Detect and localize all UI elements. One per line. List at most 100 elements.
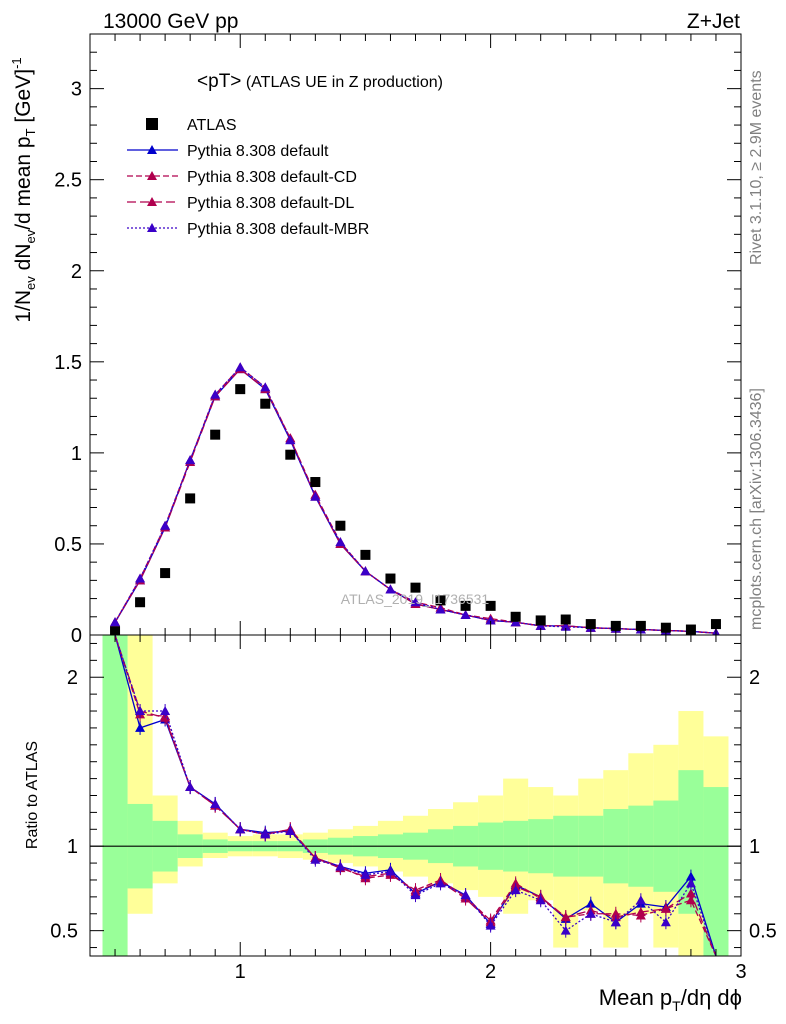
ratio-marker — [560, 925, 571, 935]
x-tick-label: 2 — [485, 961, 496, 983]
ratio-y-tick-label: 1 — [67, 836, 78, 858]
x-tick-label: 1 — [235, 961, 246, 983]
mcplots-info: mcplots.cern.ch [arXiv:1306.3436] — [748, 388, 765, 630]
ylabel-mid3: [GeV] — [12, 69, 35, 129]
data-point — [535, 615, 546, 626]
ratio-marker — [260, 829, 271, 839]
legend-marker-3 — [147, 223, 157, 232]
header-left: 13000 GeV pp — [103, 10, 238, 33]
legend-marker-2 — [147, 197, 157, 206]
data-point — [260, 398, 271, 409]
ratio-y-tick-label-right: 0.5 — [749, 921, 777, 943]
ratio-series — [114, 635, 717, 956]
ratio-marker — [585, 898, 596, 908]
main-marker — [335, 537, 346, 547]
data-point — [610, 620, 621, 631]
main-marker — [135, 573, 146, 583]
data-point — [160, 568, 171, 579]
x-tick-label: 3 — [735, 961, 746, 983]
data-point — [585, 619, 596, 630]
ratio-marker — [160, 706, 171, 716]
data-point — [360, 549, 371, 560]
ratio-marker — [185, 782, 196, 792]
ratio-marker — [435, 878, 446, 888]
legend-label-2: Pythia 8.308 default-DL — [187, 195, 354, 212]
main-marker — [285, 435, 296, 445]
data-point — [285, 449, 296, 460]
main-marker — [485, 615, 496, 625]
main-marker — [110, 617, 121, 627]
legend-label-0: Pythia 8.308 default — [187, 143, 329, 160]
y-tick-label: 1.5 — [54, 352, 82, 374]
y-tick-label: 1 — [71, 443, 82, 465]
ratio-panel: 0.5 0.5 1 1 2 2 — [50, 634, 777, 957]
ylabel-sub1: ev — [23, 276, 38, 290]
main-marker — [210, 389, 221, 399]
main-marker — [385, 584, 396, 594]
ratio-marker — [685, 878, 696, 888]
ratio-marker — [410, 890, 421, 900]
ratio-y-tick-label: 2 — [67, 667, 78, 689]
y-tick-label: 0.5 — [54, 534, 82, 556]
ratio-y-tick-label-right: 2 — [749, 667, 760, 689]
data-point — [135, 597, 146, 608]
xlabel-post: /dη dϕ — [681, 985, 742, 1010]
ratio-marker — [335, 861, 346, 871]
ylabel-mid2: /d mean p — [12, 136, 35, 229]
y-tick-label: 0 — [71, 625, 82, 647]
data-point — [460, 600, 471, 611]
main-marker — [260, 382, 271, 392]
stat-band-bin — [102, 635, 128, 956]
ratio-marker — [210, 798, 221, 808]
y-tick-label: 2.5 — [54, 170, 82, 192]
ratio-marker — [385, 866, 396, 876]
ratio-marker — [635, 907, 646, 917]
x-axis-label: Mean pT/dη dϕ — [599, 985, 742, 1014]
data-point — [385, 573, 396, 584]
ratio-marker — [585, 908, 596, 918]
ratio-marker — [635, 895, 646, 905]
ratio-marker — [235, 824, 246, 834]
ratio-marker — [610, 917, 621, 927]
legend-label-3: Pythia 8.308 default-MBR — [187, 221, 369, 238]
data-point — [510, 611, 521, 622]
plot-title: <pT> (ATLAS UE in Z production) — [197, 71, 443, 92]
ratio-marker — [285, 825, 296, 835]
legend-label-data: ATLAS — [187, 117, 237, 134]
data-point — [485, 600, 496, 611]
data-point — [210, 429, 221, 440]
y-axis-label: 1/Nev dNev/d mean pT [GeV]-1 — [9, 57, 38, 322]
ylabel-sub2: ev — [23, 229, 38, 243]
main-marker — [560, 621, 571, 631]
ratio-marker — [460, 890, 471, 900]
ratio-y-tick-label-right: 1 — [749, 836, 760, 858]
ratio-marker — [485, 920, 496, 930]
legend: ATLAS Pythia 8.308 default Pythia 8.308 de… — [127, 117, 369, 238]
ratio-marker — [360, 869, 371, 879]
plot-title-suffix: (ATLAS UE in Z production) — [241, 74, 443, 91]
ratio-marker — [535, 895, 546, 905]
main-marker — [460, 609, 471, 619]
rivet-info: Rivet 3.1.10, ≥ 2.9M events — [748, 70, 765, 265]
ylabel-mid1: dN — [12, 244, 35, 277]
ratio-marker — [510, 885, 521, 895]
ratio-y-tick-label: 0.5 — [50, 921, 78, 943]
ratio-marker — [685, 871, 696, 881]
data-point — [710, 619, 721, 630]
legend-marker-1 — [147, 171, 157, 180]
ratio-marker — [135, 722, 146, 732]
ratio-marker — [660, 903, 671, 913]
watermark: ATLAS_2019_I1736531 — [341, 591, 490, 607]
legend-marker-0 — [147, 145, 157, 154]
y-tick-label: 2 — [71, 261, 82, 283]
ratio-marker — [310, 854, 321, 864]
xlabel-sub: T — [672, 998, 681, 1014]
legend-label-1: Pythia 8.308 default-CD — [187, 169, 357, 186]
xlabel-pre: Mean p — [599, 985, 672, 1010]
data-point — [235, 384, 246, 395]
data-point — [635, 620, 646, 631]
ratio-y-axis-label: Ratio to ATLAS — [24, 741, 41, 849]
ratio-marker — [135, 706, 146, 716]
ylabel-sup: -1 — [9, 57, 24, 69]
